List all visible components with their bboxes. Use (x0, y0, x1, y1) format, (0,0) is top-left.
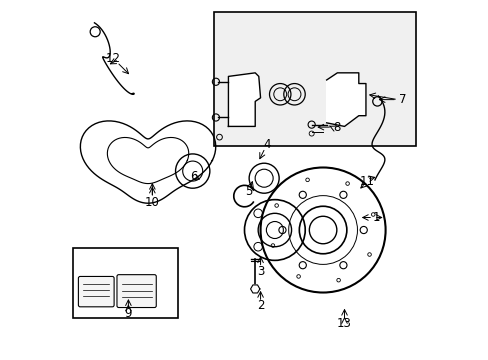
Polygon shape (326, 73, 365, 126)
Bar (73, 248, 178, 318)
Text: 5: 5 (245, 185, 252, 198)
Bar (214, 12, 415, 146)
Text: 7: 7 (398, 93, 406, 106)
FancyBboxPatch shape (117, 275, 156, 307)
Text: 12: 12 (106, 52, 121, 65)
FancyBboxPatch shape (78, 276, 114, 307)
Text: 4: 4 (263, 138, 270, 151)
Text: 1: 1 (372, 211, 380, 224)
Polygon shape (250, 285, 259, 293)
Text: 11: 11 (359, 175, 374, 188)
Text: 6: 6 (190, 170, 197, 183)
Text: 13: 13 (336, 317, 351, 330)
Text: 3: 3 (256, 265, 264, 278)
Polygon shape (228, 73, 260, 126)
Text: 10: 10 (144, 195, 160, 209)
Text: 8: 8 (332, 121, 340, 134)
Text: 2: 2 (256, 299, 264, 312)
Text: 9: 9 (124, 307, 132, 320)
